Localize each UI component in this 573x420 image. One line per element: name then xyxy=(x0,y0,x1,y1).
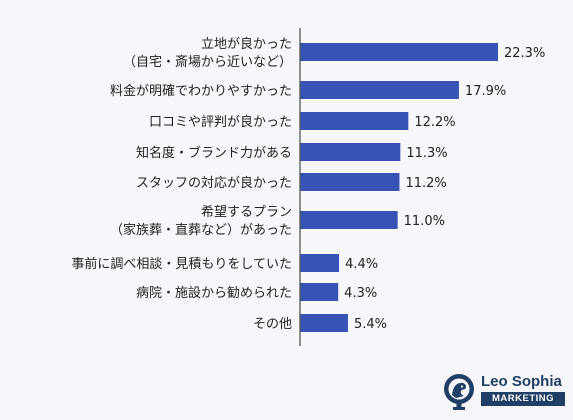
bar xyxy=(300,211,398,229)
lion-logo-icon xyxy=(444,374,474,410)
category-label: 口コミや評判が良かった xyxy=(149,114,292,130)
brand-name: Leo Sophia xyxy=(481,373,562,390)
value-label: 11.0% xyxy=(404,214,445,229)
value-label: 5.4% xyxy=(354,317,387,332)
category-label: 病院・施設から勧められた xyxy=(136,285,292,301)
value-label: 11.3% xyxy=(406,146,447,161)
bar xyxy=(300,173,400,191)
bar xyxy=(300,43,498,61)
category-label: （家族葬・直葬など）があった xyxy=(110,222,292,238)
category-label: 立地が良かった xyxy=(201,36,292,52)
category-label: 希望するプラン xyxy=(201,204,292,220)
bar xyxy=(300,283,339,301)
category-label: スタッフの対応が良かった xyxy=(136,175,292,191)
value-label: 4.3% xyxy=(344,286,377,301)
bar xyxy=(300,112,409,130)
value-label: 22.3% xyxy=(504,46,545,61)
category-label: その他 xyxy=(253,317,292,332)
bar xyxy=(300,314,348,332)
value-label: 11.2% xyxy=(405,176,446,191)
category-label: 料金が明確でわかりやすかった xyxy=(110,83,292,99)
value-label: 4.4% xyxy=(345,257,378,272)
category-label: （自宅・斎場から近いなど） xyxy=(123,54,292,70)
category-label: 知名度・ブランド力がある xyxy=(136,145,292,161)
value-label: 12.2% xyxy=(414,115,455,130)
brand-logo-block: Leo Sophia MARKETING xyxy=(441,371,567,411)
bar xyxy=(300,81,459,99)
category-label: 事前に調べ相談・見積もりをしていた xyxy=(71,256,292,272)
value-label: 17.9% xyxy=(465,84,506,99)
bar xyxy=(300,254,340,272)
bar xyxy=(300,143,401,161)
brand-tag: MARKETING xyxy=(481,392,565,406)
